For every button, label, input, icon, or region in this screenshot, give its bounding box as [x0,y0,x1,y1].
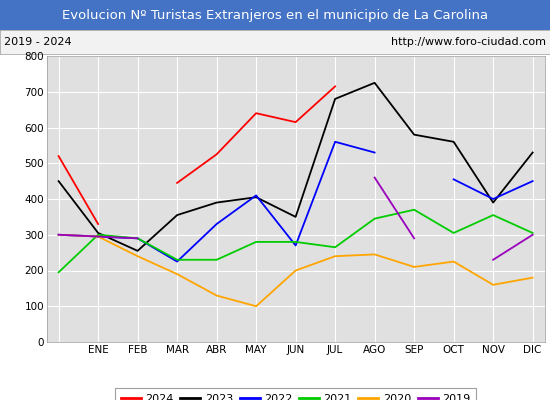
Text: 2019 - 2024: 2019 - 2024 [4,37,72,47]
Text: Evolucion Nº Turistas Extranjeros en el municipio de La Carolina: Evolucion Nº Turistas Extranjeros en el … [62,8,488,22]
Text: http://www.foro-ciudad.com: http://www.foro-ciudad.com [390,37,546,47]
Legend: 2024, 2023, 2022, 2021, 2020, 2019: 2024, 2023, 2022, 2021, 2020, 2019 [115,388,476,400]
